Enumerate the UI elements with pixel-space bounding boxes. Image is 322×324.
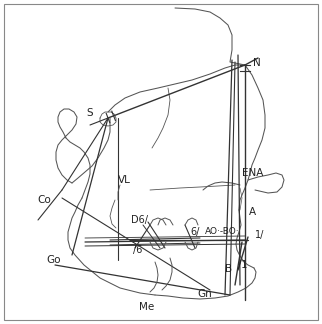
Text: VL: VL	[118, 175, 131, 185]
Text: 1/: 1/	[255, 230, 264, 240]
Text: Co: Co	[37, 195, 51, 205]
Text: ENA: ENA	[242, 168, 263, 178]
Text: 6/: 6/	[190, 227, 199, 237]
Text: N: N	[253, 58, 261, 68]
Text: Go: Go	[47, 255, 61, 265]
Text: D6/: D6/	[131, 215, 148, 225]
Text: /1: /1	[238, 260, 247, 270]
Text: B: B	[225, 264, 232, 274]
Text: A: A	[249, 207, 256, 217]
Text: /6: /6	[133, 245, 142, 255]
Text: S: S	[87, 108, 93, 118]
Text: Gn: Gn	[198, 289, 213, 299]
Text: Me: Me	[139, 302, 155, 312]
Text: AO·-BO·: AO·-BO·	[205, 227, 240, 237]
